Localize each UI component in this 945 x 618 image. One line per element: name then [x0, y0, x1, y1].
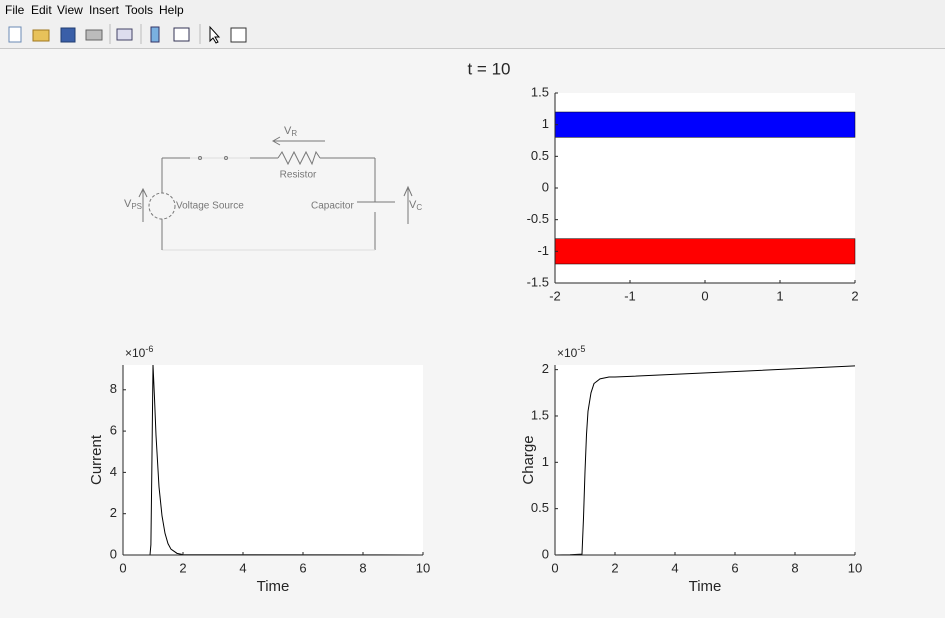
toolbar-icons	[8, 24, 247, 44]
y-tick-label: 1	[542, 116, 549, 131]
switch-contact	[224, 156, 228, 160]
resistor-symbol	[277, 150, 321, 166]
y-tick-label: 2	[542, 361, 549, 376]
y-tick-label: 2	[110, 505, 117, 520]
menu-item[interactable]: Help	[159, 3, 184, 17]
arrow	[138, 187, 148, 222]
y-tick-label: 0.5	[531, 500, 549, 515]
y-tick-label: -1.5	[527, 274, 549, 289]
voltage-source-symbol	[148, 192, 176, 220]
x-tick-label: 8	[791, 560, 798, 575]
x-tick-label: 8	[359, 560, 366, 575]
y-tick-label: 0	[110, 546, 117, 561]
menu-item[interactable]: Edit	[31, 3, 52, 17]
y-tick-label: 1.5	[531, 84, 549, 99]
x-tick-label: 4	[239, 560, 246, 575]
axes: 0 2 4 6 8 10 0 0.5 1 1.5 2 Time Charge ×10-5	[520, 344, 862, 595]
x-tick-label: 6	[299, 560, 306, 575]
multiplier-exponent: -5	[577, 344, 585, 354]
x-axis-label: Time	[257, 578, 290, 595]
property-icon[interactable]	[230, 27, 247, 43]
resistor-label: Resistor	[280, 170, 317, 181]
capacitor-label: Capacitor	[311, 201, 354, 212]
label-main: V	[409, 199, 417, 211]
y-tick-label: 0	[542, 546, 549, 561]
x-tick-label: -2	[549, 288, 561, 303]
arrow	[271, 136, 325, 146]
x-tick-label: 6	[731, 560, 738, 575]
y-tick-label: 4	[110, 464, 117, 479]
open-icon[interactable]	[32, 29, 50, 42]
menu-item[interactable]: View	[57, 3, 83, 17]
x-tick-label: -1	[624, 288, 636, 303]
pointer-icon[interactable]	[209, 25, 221, 44]
menu-item[interactable]: File	[5, 3, 25, 17]
y-tick-label: -0.5	[527, 211, 549, 226]
x-axis-label: Time	[689, 578, 722, 595]
colorbar-icon[interactable]	[150, 26, 160, 43]
label-main: V	[124, 198, 132, 210]
save-icon[interactable]	[60, 27, 76, 43]
link-icon[interactable]	[116, 28, 133, 41]
print-icon[interactable]	[85, 29, 103, 41]
capacitor-plate	[554, 111, 856, 138]
y-axis-label: Charge	[520, 435, 537, 484]
toolbar	[0, 20, 945, 49]
source-voltage-label: VPS	[124, 198, 142, 211]
figure: t = 10 VR	[88, 59, 862, 595]
axis-multiplier: ×10-6	[125, 344, 153, 360]
multiplier-base: ×10	[557, 346, 578, 360]
switch-contact	[198, 156, 202, 160]
x-tick-label: 4	[671, 560, 678, 575]
capacitor-voltage-label: VC	[409, 199, 422, 212]
y-tick-label: 1.5	[531, 407, 549, 422]
x-tick-label: 0	[701, 288, 708, 303]
y-axis-label: Current	[88, 434, 105, 485]
menu-item[interactable]: Tools	[125, 3, 154, 17]
circuit-diagram	[138, 136, 413, 251]
x-tick-label: 10	[848, 560, 862, 575]
y-tick-label: 0	[542, 179, 549, 194]
legend-icon[interactable]	[173, 27, 190, 42]
y-tick-label: 0.5	[531, 148, 549, 163]
axis-multiplier: ×10-5	[557, 344, 585, 360]
arrow	[403, 185, 413, 224]
label-sub: PS	[131, 202, 142, 211]
label-sub: R	[291, 129, 297, 138]
source-label: Voltage Source	[176, 201, 244, 212]
axes: -2 -1 0 1 2 -1.5 -1 -0.5 0 0.5 1 1.5	[527, 84, 859, 303]
y-tick-label: 8	[110, 381, 117, 396]
x-tick-label: 1	[776, 288, 783, 303]
menu-item[interactable]: Insert	[89, 3, 120, 17]
axes: 0 2 4 6 8 10 0 2 4 6 8 Time Current ×10-6	[88, 344, 430, 595]
label-sub: C	[416, 203, 422, 212]
y-tick-label: 1	[542, 454, 549, 469]
resistor-voltage-label: VR	[284, 125, 297, 138]
plot-area	[123, 365, 423, 555]
x-tick-label: 2	[851, 288, 858, 303]
x-tick-label: 0	[119, 560, 126, 575]
capacitor-plate	[554, 238, 856, 265]
y-tick-label: -1	[537, 243, 549, 258]
plot-area	[555, 365, 855, 555]
multiplier-base: ×10	[125, 346, 146, 360]
x-tick-label: 10	[416, 560, 430, 575]
figure-title: t = 10	[467, 59, 510, 78]
x-tick-label: 2	[179, 560, 186, 575]
y-tick-label: 6	[110, 423, 117, 438]
menu-bar: File Edit View Insert Tools Help	[0, 0, 945, 20]
multiplier-exponent: -6	[145, 344, 153, 354]
label-main: V	[284, 125, 292, 137]
x-tick-label: 2	[611, 560, 618, 575]
data-line	[554, 365, 856, 556]
data-line	[123, 364, 424, 556]
x-tick-label: 0	[551, 560, 558, 575]
new-icon[interactable]	[8, 26, 22, 43]
